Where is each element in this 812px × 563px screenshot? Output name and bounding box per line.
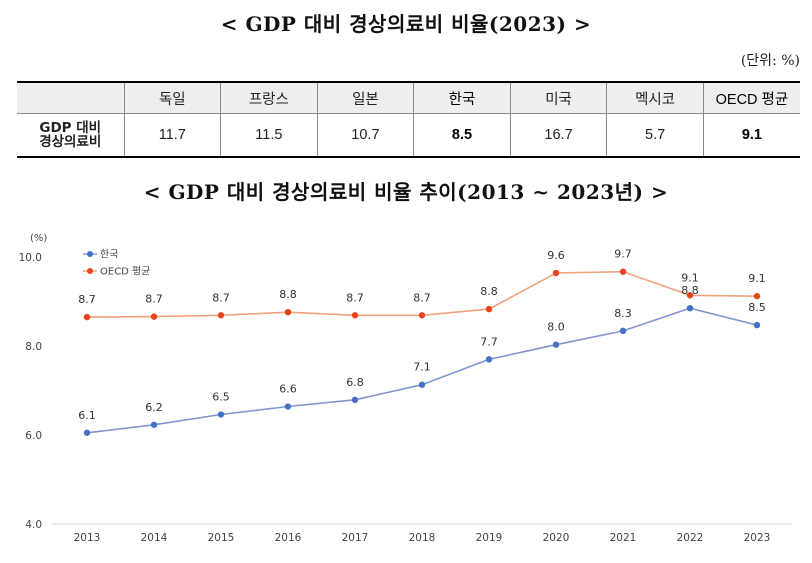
- data-point: [619, 268, 627, 275]
- x-tick-label: 2013: [74, 532, 101, 544]
- table-corner-cell: [17, 81, 125, 114]
- data-point: [217, 312, 225, 319]
- table-title: < GDP 대비 경상의료비 비율(2023) >: [220, 12, 592, 36]
- data-point: [686, 304, 694, 312]
- data-label: 7.1: [413, 361, 431, 374]
- y-axis-unit-label: (%): [30, 233, 47, 244]
- data-label: 8.7: [78, 293, 96, 306]
- data-label: 8.5: [748, 301, 766, 314]
- data-point: [753, 292, 761, 300]
- data-label: 8.7: [212, 291, 230, 304]
- column-header-usa: 미국: [509, 81, 608, 114]
- value-korea: 8.5: [413, 113, 511, 158]
- value-france: 11.5: [220, 113, 318, 158]
- column-header-oecd-average: OECD 평균: [702, 81, 800, 114]
- data-point: [150, 421, 158, 428]
- data-label: 8.8: [480, 285, 498, 298]
- data-point: [351, 312, 359, 319]
- data-point: [686, 292, 694, 299]
- data-label: 6.1: [78, 409, 96, 422]
- column-header-korea: 한국: [413, 81, 511, 114]
- data-point: [753, 321, 761, 329]
- y-tick-label: 8.0: [25, 341, 42, 353]
- data-label: 9.7: [614, 248, 632, 261]
- legend-label: OECD 평균: [100, 266, 150, 278]
- data-point: [418, 381, 426, 388]
- y-tick-label: 4.0: [25, 519, 42, 531]
- data-point: [217, 411, 225, 418]
- data-label: 8.7: [413, 291, 431, 304]
- data-label: 8.8: [279, 288, 297, 301]
- data-label: 8.3: [614, 307, 632, 320]
- data-point: [284, 308, 292, 316]
- row-label-line2: 경상의료비: [39, 134, 102, 150]
- data-point: [150, 313, 158, 320]
- x-tick-label: 2023: [744, 532, 771, 544]
- table-header-row: 독일 프랑스 일본 한국 미국 멕시코 OECD 평균: [17, 81, 800, 114]
- data-label-layer: 6.1 6.2 6.5 6.6 6.8 7.1 7.7 8.0 8.3 8.8 8.5 8.7 8.7 8…: [78, 248, 766, 422]
- value-oecd-average: 9.1: [702, 113, 800, 158]
- data-point: [552, 341, 560, 348]
- data-label: 8.0: [547, 321, 565, 334]
- data-label: 8.7: [346, 291, 364, 304]
- x-tick-label: 2018: [409, 532, 436, 544]
- data-point: [284, 403, 292, 410]
- x-tick-label: 2019: [476, 532, 503, 544]
- data-point: [619, 327, 627, 335]
- x-tick-label: 2016: [275, 532, 302, 544]
- data-point: [418, 312, 426, 319]
- data-label: 8.7: [145, 293, 163, 306]
- column-header-mexico: 멕시코: [606, 81, 704, 114]
- y-tick-label: 10.0: [19, 252, 42, 264]
- legend-marker: [87, 251, 93, 257]
- data-label: 8.8: [681, 284, 699, 297]
- value-usa: 16.7: [509, 113, 608, 158]
- column-header-germany: 독일: [123, 81, 222, 114]
- value-germany: 11.7: [123, 113, 222, 158]
- data-label: 9.1: [681, 271, 699, 284]
- data-label: 6.2: [145, 401, 163, 414]
- data-point: [485, 305, 493, 313]
- column-header-france: 프랑스: [220, 81, 318, 114]
- chart-title: < GDP 대비 경상의료비 비율 추이(2013 ~ 2023년) >: [143, 180, 669, 204]
- unit-note: (단위: %): [740, 53, 800, 69]
- data-label: 6.5: [212, 391, 230, 404]
- value-mexico: 5.7: [606, 113, 704, 158]
- legend-marker: [87, 268, 93, 274]
- data-point: [552, 269, 560, 277]
- data-label: 7.7: [480, 335, 498, 348]
- legend: 한국 OECD 평균: [83, 249, 150, 278]
- data-label: 9.6: [547, 249, 565, 262]
- data-label: 9.1: [748, 272, 766, 285]
- y-tick-label: 6.0: [25, 430, 42, 442]
- data-point: [83, 313, 91, 321]
- x-tick-label: 2021: [610, 532, 637, 544]
- x-tick-label: 2014: [141, 532, 168, 544]
- column-header-japan: 일본: [316, 81, 415, 114]
- data-label: 6.8: [346, 376, 364, 389]
- x-tick-label: 2017: [342, 532, 369, 544]
- row-label: GDP 대비 경상의료비: [17, 113, 125, 158]
- x-tick-label: 2015: [208, 532, 235, 544]
- gdp-health-spending-table: 독일 프랑스 일본 한국 미국 멕시코 OECD 평균 GDP 대비 경상의료비…: [17, 81, 800, 158]
- data-label: 6.6: [279, 383, 297, 396]
- axis-layer: (%) 4.0 6.0 8.0 10.0 2013 2014 2015 2016 2017 2018…: [19, 233, 792, 544]
- x-tick-label: 2020: [543, 532, 570, 544]
- legend-label: 한국: [100, 249, 118, 261]
- row-label-line1: GDP 대비: [39, 120, 102, 136]
- x-tick-label: 2022: [677, 532, 704, 544]
- data-point: [351, 396, 359, 404]
- series-layer: [83, 268, 761, 436]
- data-point: [485, 356, 493, 363]
- data-point: [83, 429, 91, 436]
- table-value-row: GDP 대비 경상의료비 11.7 11.5 10.7 8.5 16.7 5.7…: [17, 113, 800, 158]
